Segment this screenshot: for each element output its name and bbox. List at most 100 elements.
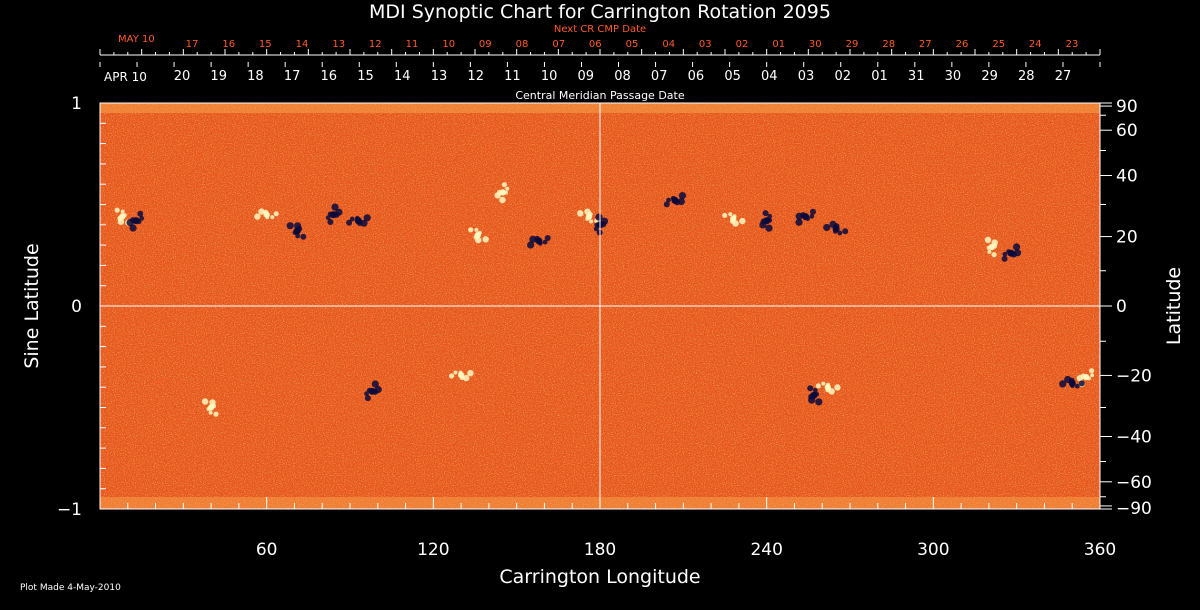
- chart-title: MDI Synoptic Chart for Carrington Rotati…: [369, 1, 831, 23]
- next-cr-date: 10: [442, 39, 455, 50]
- region-blob: [544, 235, 551, 241]
- region-blob: [137, 210, 144, 217]
- region-blob: [542, 239, 548, 245]
- region-blob: [1090, 373, 1095, 378]
- magnetic-region-negative: [1059, 375, 1085, 389]
- region-blob: [731, 216, 736, 221]
- y-left-tick-label: 1: [71, 94, 82, 114]
- magnetic-region-positive: [815, 381, 841, 395]
- next-cr-date: 01: [772, 39, 785, 50]
- region-blob: [764, 218, 770, 224]
- cmp-date: 02: [835, 69, 852, 84]
- region-blob: [803, 214, 808, 220]
- magnetic-region-negative: [286, 222, 307, 240]
- region-blob: [504, 190, 508, 195]
- region-blob: [117, 218, 125, 225]
- region-blob: [201, 398, 209, 405]
- region-blob: [739, 217, 746, 225]
- magnetic-region-positive: [722, 212, 746, 227]
- cmp-date: 19: [210, 69, 227, 84]
- region-blob: [335, 208, 343, 216]
- next-cr-date: 12: [369, 39, 382, 50]
- region-blob: [795, 218, 803, 226]
- region-blob: [364, 395, 371, 402]
- region-blob: [823, 223, 831, 232]
- region-blob: [1084, 375, 1089, 380]
- y-right-tick-label: 20: [1116, 228, 1138, 248]
- region-blob: [991, 252, 997, 258]
- region-blob: [355, 218, 361, 224]
- region-blob: [810, 208, 816, 215]
- magnetic-region-negative: [527, 235, 551, 249]
- next-cr-date: 16: [222, 39, 235, 50]
- region-blob: [371, 380, 379, 388]
- cmp-date: 29: [981, 69, 998, 84]
- region-blob: [258, 208, 265, 215]
- cmp-date: 05: [724, 69, 741, 84]
- region-blob: [1013, 249, 1022, 257]
- region-blob: [273, 211, 279, 217]
- y-left-tick-label: −1: [57, 500, 82, 520]
- next-cr-date: 17: [186, 39, 199, 50]
- y-right-tick-label: 90: [1116, 97, 1138, 117]
- region-blob: [327, 219, 334, 225]
- magnetic-region-negative: [823, 220, 849, 236]
- region-blob: [463, 374, 470, 382]
- region-blob: [722, 212, 728, 218]
- region-blob: [300, 233, 307, 240]
- magnetic-region-negative: [807, 385, 823, 406]
- region-blob: [759, 221, 767, 229]
- region-blob: [126, 219, 134, 227]
- next-cr-date: 14: [296, 39, 309, 50]
- region-blob: [808, 396, 816, 404]
- region-blob: [678, 192, 687, 200]
- cmp-date: 06: [688, 69, 705, 84]
- region-blob: [809, 213, 815, 219]
- region-blob: [795, 212, 803, 220]
- region-blob: [213, 411, 219, 417]
- region-blob: [989, 245, 994, 250]
- region-blob: [209, 405, 214, 410]
- cmp-date: 04: [761, 69, 778, 84]
- cmp-date: 01: [871, 69, 888, 84]
- region-blob: [475, 233, 480, 237]
- region-blob: [765, 224, 773, 232]
- region-blob: [1076, 375, 1084, 382]
- next-cr-date: 08: [516, 39, 529, 50]
- region-blob: [828, 388, 835, 395]
- region-blob: [325, 215, 331, 221]
- magnetic-region-positive: [468, 227, 489, 244]
- region-blob: [600, 217, 609, 225]
- region-blob: [270, 215, 275, 220]
- y-right-tick-label: −60: [1116, 473, 1152, 493]
- next-cr-date: 26: [956, 39, 969, 50]
- region-blob: [1074, 383, 1080, 389]
- x-axis-label: Carrington Longitude: [499, 566, 700, 588]
- region-blob: [991, 239, 998, 246]
- next-cr-date: 28: [882, 39, 895, 50]
- magnetic-region-negative: [1001, 243, 1022, 262]
- next-cr-date: 15: [259, 39, 272, 50]
- region-blob: [834, 384, 841, 391]
- y-right-tick-label: 40: [1116, 167, 1138, 187]
- next-cr-date: 09: [479, 39, 492, 50]
- y-right-tick-label: −90: [1116, 499, 1152, 519]
- next-cr-date: 25: [992, 39, 1005, 50]
- region-blob: [815, 398, 823, 406]
- region-blob: [1064, 375, 1072, 384]
- next-cr-date: 30: [809, 39, 822, 50]
- region-blob: [586, 214, 591, 219]
- region-blob: [505, 186, 510, 191]
- region-blob: [360, 219, 368, 227]
- magnetic-region-positive: [449, 370, 474, 382]
- x-tick-label: 60: [256, 540, 278, 560]
- next-cr-date: 05: [626, 39, 639, 50]
- region-blob: [577, 210, 584, 217]
- region-blob: [1089, 368, 1095, 374]
- magnetic-region-negative: [364, 380, 382, 402]
- magnetic-regions: [114, 182, 1095, 417]
- cmp-date: 09: [578, 69, 595, 84]
- magnetic-region-positive: [254, 208, 279, 220]
- x-tick-label: 300: [917, 540, 949, 560]
- region-blob: [677, 197, 685, 206]
